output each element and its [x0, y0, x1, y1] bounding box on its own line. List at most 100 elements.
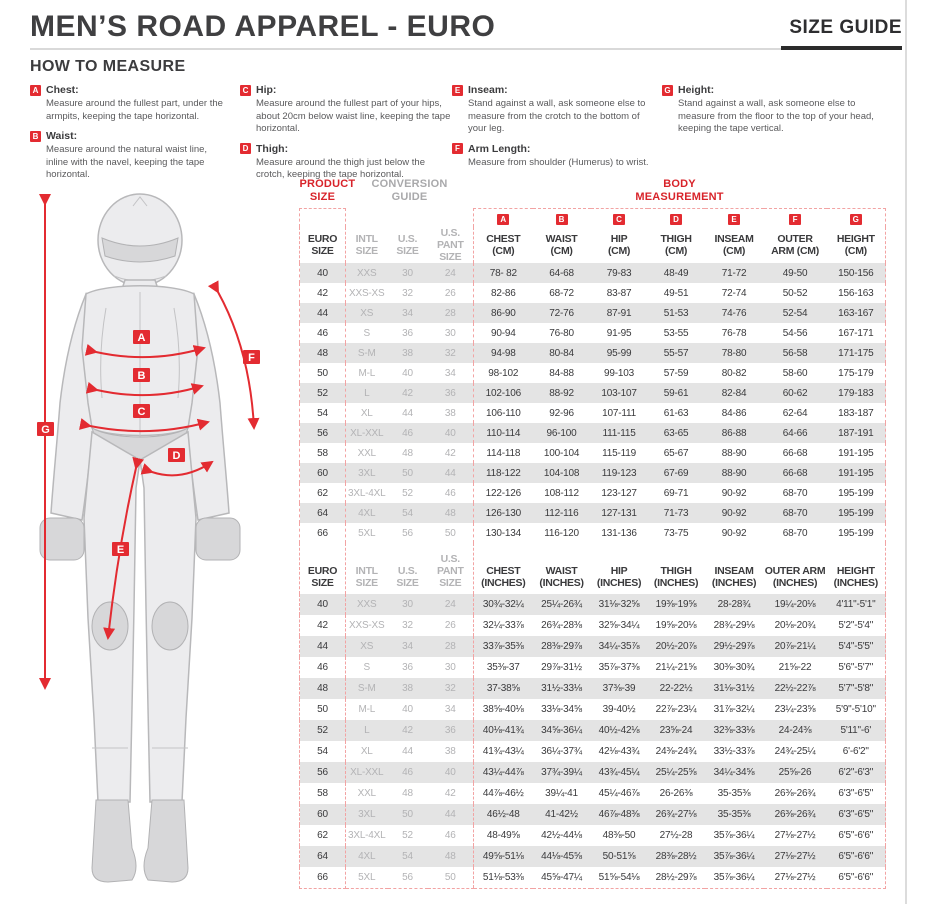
- table-cell: 26⅜-26¾: [774, 788, 816, 800]
- page-title: MEN’S ROAD APPAREL - EURO: [30, 10, 496, 43]
- table-cell: 58-60: [782, 367, 808, 379]
- table-cell: 31⅛-32⅝: [590, 594, 648, 616]
- chips-cell: C: [590, 208, 648, 227]
- table-cell: 20⅞-21¼: [763, 636, 827, 658]
- chips-cell: F: [763, 208, 827, 227]
- table-cell: 56-58: [763, 343, 827, 364]
- table-cell: 34: [444, 704, 456, 716]
- table-row: 60 3XL 50 44 46½-48 41-42½ 46⅞-48⅜ 26¾-27⅛ 35-35…: [299, 804, 887, 826]
- table-cell: 51⅛-53⅜: [473, 867, 533, 890]
- table-cell: 33½-33⅞: [713, 746, 755, 758]
- legend-item: A Chest: Measure around the fullest part…: [30, 84, 228, 123]
- table-cell: 28⅜-29⅞: [532, 636, 591, 658]
- table-cell: 40: [299, 263, 346, 284]
- table-cell: 42½-44⅛: [541, 830, 582, 842]
- table-cell: 4'11"-5'1": [826, 594, 887, 616]
- left-boot: [91, 799, 137, 883]
- table-cell: 187-191: [826, 423, 887, 444]
- table-cell: XXS-XS: [349, 620, 385, 632]
- table-cell: XXL: [357, 447, 377, 459]
- column-header: HIP (CM): [607, 233, 631, 258]
- table-row: 52 L 42 36 102-106 88-92 103-107 59-61 82-84 60-6…: [299, 383, 887, 404]
- table-cell: 64-68: [532, 263, 591, 284]
- chips-cell: [346, 209, 388, 228]
- legend-item-text: Measure around the natural waist line, i…: [46, 144, 208, 181]
- table-cell: 27⅛-27½: [763, 867, 827, 890]
- table-cell: 78- 82: [473, 263, 533, 284]
- column-header: HEIGHT (INCHES): [826, 543, 887, 595]
- column-header: WAIST (INCHES): [539, 565, 584, 590]
- table-cell: 123-127: [601, 487, 637, 499]
- table-cell: 25¼-26¾: [532, 594, 591, 616]
- table-cell: 62-64: [782, 407, 808, 419]
- table-cell: 131-136: [601, 527, 637, 539]
- table-cell: 6'3"-6'5": [826, 783, 887, 805]
- table-cell: 42: [444, 447, 456, 459]
- table-cell: 103-107: [590, 383, 648, 404]
- table-cell: XL-XXL: [345, 423, 388, 444]
- table-cell: 29½-29⅞: [704, 636, 764, 658]
- table-row: 48 S-M 38 32 37-38⅝ 31½-33⅛ 37⅜-39 22-22½ 31⅛-31…: [299, 678, 887, 700]
- table-cell: 118-122: [473, 463, 533, 484]
- chips-cell: [299, 208, 346, 227]
- table-cell: 54: [299, 403, 346, 424]
- table-cell: 42: [444, 788, 456, 800]
- table-cell: 50-52: [782, 287, 808, 299]
- table-cell: 51-53: [647, 303, 705, 324]
- group-header: CONVERSION GUIDE: [371, 178, 448, 203]
- table-cell: 24: [427, 263, 474, 284]
- legend-item: D Thigh: Measure around the thigh just b…: [240, 143, 454, 182]
- table-cell: 3XL: [345, 804, 388, 826]
- table-cell: 36: [402, 327, 413, 339]
- table-cell: 37⅜-39: [590, 678, 648, 700]
- table-cell: 179-183: [826, 383, 887, 404]
- table-cell: 58: [299, 443, 346, 464]
- table-cell: 20⅛-20¾: [774, 620, 816, 632]
- legend-item: B Waist: Measure around the natural wais…: [30, 130, 228, 182]
- table-cell: 59-61: [647, 383, 705, 404]
- table-cell: 34¼-35⅞: [590, 636, 648, 658]
- table-cell: 24⅜-24¾: [655, 746, 697, 758]
- table-cell: 31⅛-31½: [704, 678, 764, 700]
- table-cell: 36¼-37¾: [541, 746, 582, 758]
- measure-letter-chip: A: [30, 84, 41, 96]
- table-cell: 45⅝-47¼: [532, 867, 591, 890]
- table-cell: 40: [402, 704, 413, 716]
- table-row: 64 4XL 54 48 126-130 112-116 127-131 71-73 90-92…: [299, 503, 887, 524]
- right-boot: [143, 799, 189, 883]
- column-header-row: EURO SIZE INTL SIZE U.S. SIZE U.S. PANT SIZ…: [299, 543, 887, 595]
- table-cell: 42: [387, 720, 428, 742]
- legend-item: C Hip: Measure around the fullest part o…: [240, 84, 454, 136]
- table-cell: 67-69: [647, 463, 705, 484]
- table-cell: 33⅞-35⅜: [473, 636, 533, 658]
- table-cell: 56: [402, 527, 413, 539]
- table-cell: 26: [444, 287, 456, 299]
- table-cell: 36: [427, 383, 474, 404]
- table-cell: 44⅞-46½: [473, 783, 533, 805]
- table-cell: 25¼-25⅝: [647, 762, 705, 784]
- table-cell: XXL: [357, 788, 377, 800]
- table-cell: 71-72: [704, 263, 764, 284]
- figure-chip-letter: F: [248, 352, 255, 364]
- table-row: 42 XXS-XS 32 26 82-86 68-72 83-87 49-51 72-74 50-…: [299, 283, 887, 304]
- table-cell: 5'7"-5'8": [826, 678, 887, 700]
- column-header: THIGH (INCHES): [653, 565, 699, 590]
- table-cell: 40⅛-41¾: [473, 720, 533, 742]
- table-cell: 44: [299, 636, 346, 658]
- table-cell: 34⅝-36¼: [532, 720, 591, 742]
- table-cell: 19⅝-20⅛: [655, 620, 697, 632]
- table-cell: 60: [299, 804, 346, 826]
- table-cell: 40½-42⅛: [590, 720, 648, 742]
- table-cell: 60-62: [763, 383, 827, 404]
- table-cell: 38: [444, 407, 456, 419]
- table-cell: 86-90: [473, 303, 533, 324]
- table-cell: 21⅝-22: [778, 662, 812, 674]
- legend-item-text: Measure around the fullest part of your …: [256, 98, 451, 135]
- helmet-illustration: [97, 193, 183, 287]
- table-cell: 126-130: [473, 503, 533, 524]
- table-cell: 171-175: [826, 343, 887, 364]
- table-cell: 42: [299, 615, 346, 637]
- table-row: 46 S 36 30 90-94 76-80 91-95 53-55 76-78 54-56 167…: [299, 323, 887, 344]
- table-cell: 46: [387, 762, 428, 784]
- table-cell: 46½-48: [473, 804, 533, 826]
